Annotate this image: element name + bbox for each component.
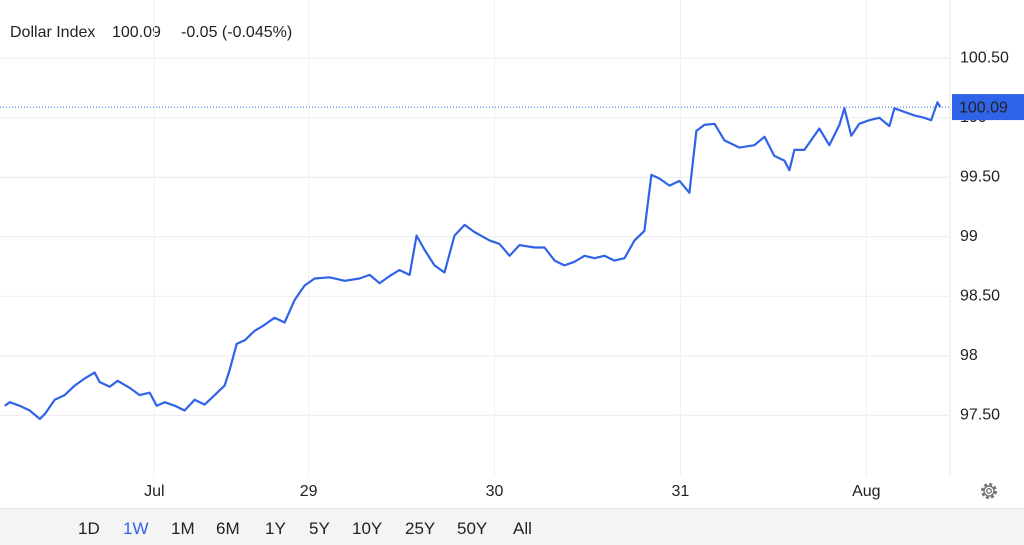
range-button[interactable]: 10Y [352,519,383,538]
y-tick-label: 100.50 [960,50,1009,67]
range-button[interactable]: 25Y [405,519,436,538]
chart: Dollar Index 100.09 -0.05 (-0.045%) 97.5… [0,0,1024,500]
range-button[interactable]: 1M [171,519,195,538]
price: 100.09 [112,24,161,41]
y-tick-label: 99.50 [960,169,1000,186]
range-button[interactable]: All [513,519,532,538]
range-button[interactable]: 1W [123,519,149,538]
range-toolbar: 1D 1W 1M 6M 1Y 5Y 10Y 25Y 50Y All [0,508,1024,545]
y-tick-label: 98.50 [960,288,1000,305]
last-price-label: 100.09 [959,99,1008,116]
range-button[interactable]: 6M [216,519,240,538]
last-price-box [952,94,1024,121]
chart-title: Dollar Index [10,24,95,41]
price-line [4,101,942,420]
settings-icon[interactable] [981,483,997,499]
x-tick-label: Aug [852,483,880,500]
x-tick-label: 31 [672,483,690,500]
range-button[interactable]: 50Y [457,519,488,538]
range-button[interactable]: 1Y [265,519,286,538]
range-button[interactable]: 1D [78,519,100,538]
x-tick-label: Jul [144,483,164,500]
range-button[interactable]: 5Y [309,519,330,538]
y-tick-label: 99 [960,228,978,245]
y-tick-label: 98 [960,347,978,364]
y-tick-label: 97.50 [960,407,1000,424]
x-tick-label: 29 [300,483,318,500]
x-tick-label: 30 [486,483,504,500]
change: -0.05 (-0.045%) [181,24,292,41]
